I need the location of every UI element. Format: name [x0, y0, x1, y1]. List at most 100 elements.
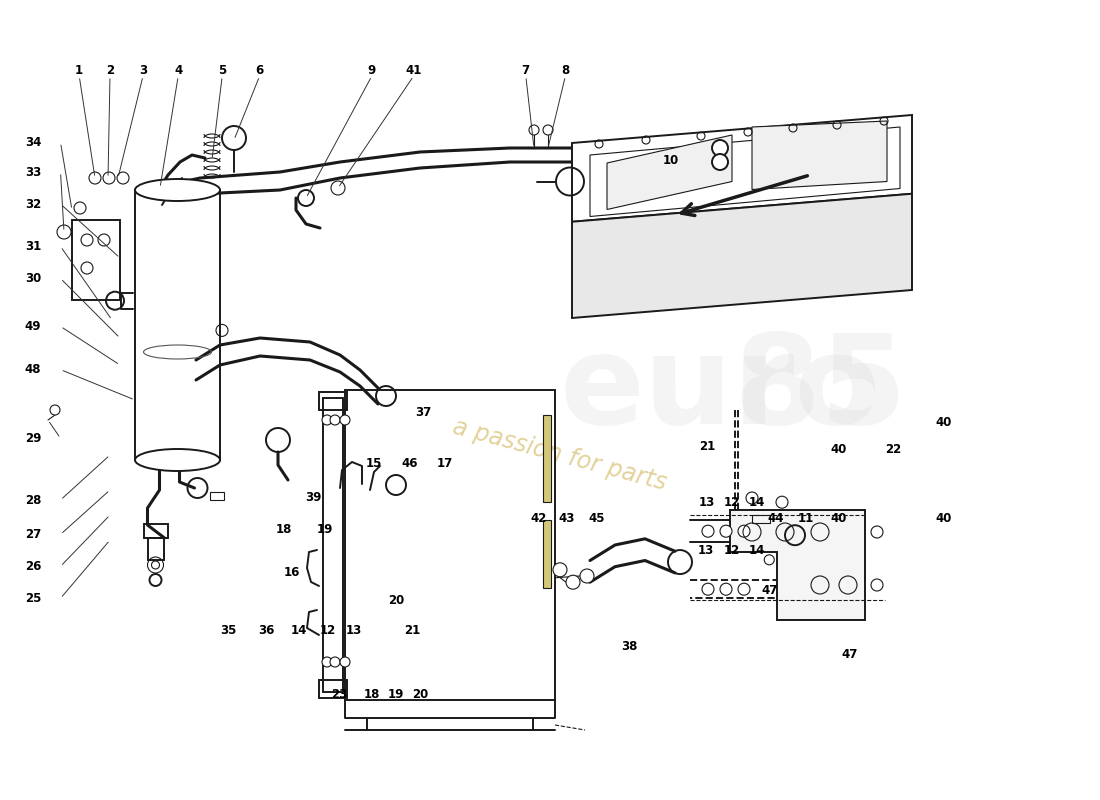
- Bar: [143, 524, 167, 538]
- Text: 40: 40: [830, 443, 846, 456]
- Text: 35: 35: [221, 624, 236, 637]
- Circle shape: [117, 172, 129, 184]
- Text: 42: 42: [531, 512, 547, 525]
- Text: 17: 17: [437, 458, 452, 470]
- Text: 1: 1: [75, 64, 84, 77]
- Circle shape: [553, 563, 566, 577]
- Bar: [72, 220, 120, 300]
- Circle shape: [103, 172, 116, 184]
- Bar: [345, 390, 556, 700]
- Circle shape: [322, 657, 332, 667]
- Circle shape: [529, 125, 539, 135]
- Text: 21: 21: [700, 440, 715, 453]
- Circle shape: [702, 526, 714, 538]
- Circle shape: [712, 154, 728, 170]
- Text: 26: 26: [25, 560, 41, 573]
- Text: 21: 21: [405, 624, 420, 637]
- Text: 12: 12: [320, 624, 336, 637]
- Text: 30: 30: [25, 272, 41, 285]
- Text: 36: 36: [258, 624, 274, 637]
- Polygon shape: [572, 115, 912, 222]
- Ellipse shape: [135, 179, 220, 201]
- Text: 13: 13: [346, 624, 362, 637]
- Polygon shape: [752, 121, 887, 190]
- Text: 8: 8: [561, 64, 570, 77]
- Circle shape: [50, 405, 60, 415]
- Text: 43: 43: [559, 512, 574, 525]
- Text: 45: 45: [588, 512, 605, 525]
- Text: 40: 40: [936, 512, 952, 525]
- Text: 18: 18: [364, 688, 380, 701]
- Text: 2: 2: [106, 64, 114, 77]
- Text: 13: 13: [698, 544, 714, 557]
- Text: 19: 19: [388, 688, 404, 701]
- Circle shape: [702, 583, 714, 595]
- Text: 25: 25: [25, 592, 41, 605]
- Circle shape: [150, 574, 162, 586]
- Text: 19: 19: [317, 523, 332, 536]
- Text: 6: 6: [255, 64, 264, 77]
- Text: 33: 33: [25, 166, 41, 178]
- Text: 14: 14: [749, 544, 764, 557]
- Text: 9: 9: [367, 64, 376, 77]
- Text: 27: 27: [25, 528, 41, 541]
- Text: 18: 18: [276, 523, 292, 536]
- Text: 37: 37: [416, 406, 431, 418]
- Text: 14: 14: [292, 624, 307, 637]
- Text: 4: 4: [174, 64, 183, 77]
- Circle shape: [738, 583, 750, 595]
- Circle shape: [738, 526, 750, 538]
- Text: 34: 34: [25, 136, 41, 149]
- Text: 23: 23: [331, 688, 346, 701]
- Text: 47: 47: [842, 648, 857, 661]
- Circle shape: [322, 415, 332, 425]
- Text: 32: 32: [25, 198, 41, 210]
- Bar: [543, 414, 551, 502]
- Circle shape: [871, 526, 883, 538]
- Text: 31: 31: [25, 240, 41, 253]
- Text: 12: 12: [724, 544, 739, 557]
- Text: 16: 16: [284, 566, 299, 578]
- Circle shape: [712, 140, 728, 156]
- Text: 13: 13: [700, 496, 715, 509]
- Polygon shape: [730, 510, 865, 620]
- Text: 46: 46: [400, 458, 418, 470]
- Circle shape: [330, 657, 340, 667]
- Text: 14: 14: [749, 496, 764, 509]
- Circle shape: [580, 569, 594, 583]
- Text: 12: 12: [724, 496, 739, 509]
- Polygon shape: [607, 135, 732, 210]
- Circle shape: [764, 555, 774, 565]
- Text: 3: 3: [139, 64, 147, 77]
- Bar: [319, 392, 346, 410]
- Text: 44: 44: [768, 512, 783, 525]
- Text: 38: 38: [621, 640, 637, 653]
- Circle shape: [566, 575, 580, 589]
- Circle shape: [298, 190, 314, 206]
- Text: 41: 41: [406, 64, 421, 77]
- Circle shape: [871, 579, 883, 591]
- Text: 7: 7: [521, 64, 530, 77]
- Text: 40: 40: [830, 512, 846, 525]
- Ellipse shape: [135, 449, 220, 471]
- Text: euro: euro: [560, 330, 881, 450]
- Text: 20: 20: [412, 688, 428, 701]
- Text: 39: 39: [306, 491, 321, 504]
- Bar: [147, 538, 164, 560]
- Circle shape: [74, 202, 86, 214]
- Circle shape: [340, 657, 350, 667]
- Bar: [209, 492, 223, 500]
- Bar: [543, 520, 551, 589]
- Text: 22: 22: [886, 443, 901, 456]
- Bar: [323, 398, 343, 692]
- Circle shape: [720, 583, 732, 595]
- Circle shape: [720, 526, 732, 538]
- Text: 15: 15: [366, 458, 382, 470]
- Text: 85: 85: [733, 330, 908, 450]
- Text: 5: 5: [218, 64, 227, 77]
- Circle shape: [330, 415, 340, 425]
- Circle shape: [89, 172, 101, 184]
- Polygon shape: [572, 194, 912, 318]
- Bar: [752, 515, 770, 523]
- Text: 10: 10: [663, 154, 679, 166]
